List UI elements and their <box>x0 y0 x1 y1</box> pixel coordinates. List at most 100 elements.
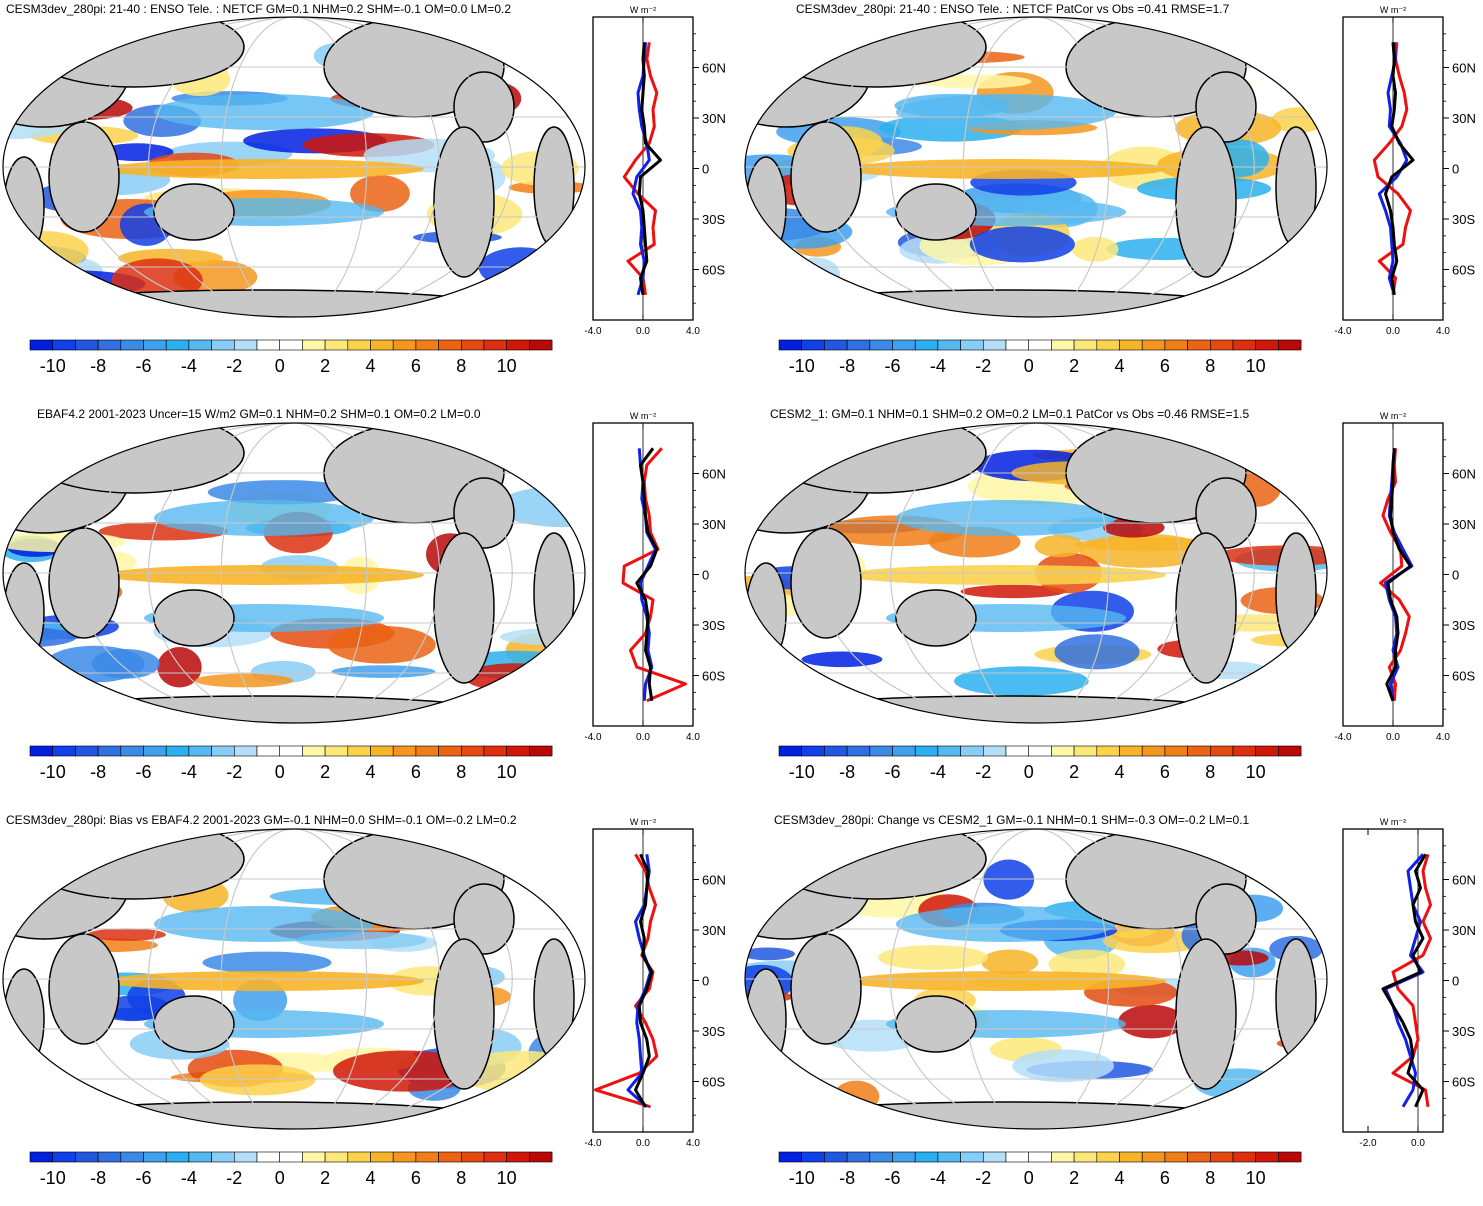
profile-x-label: 4.0 <box>686 1138 700 1149</box>
profile-lat-label: 60S <box>702 263 725 278</box>
colorbar-segment <box>892 1151 916 1163</box>
colorbar-segment <box>982 745 1007 757</box>
anomaly-contour <box>1054 634 1140 670</box>
zonal-profile: 60N 30N 0 30S 60S -4.0 0.0 4.0 W m⁻² <box>584 5 725 337</box>
land-mass <box>23 423 245 494</box>
colorbar-segment <box>302 745 326 757</box>
profile-line-black <box>635 447 659 702</box>
colorbar-tick-label: 0 <box>275 762 285 782</box>
colorbar-segment <box>347 1151 371 1163</box>
colorbar-segment <box>460 339 485 351</box>
map-panel <box>744 16 1328 318</box>
land-mass <box>533 938 575 1060</box>
map-content <box>745 17 1327 317</box>
panel-title: CESM3dev_280pi: Bias vs EBAF4.2 2001-202… <box>6 813 517 827</box>
profile-lat-label: 30N <box>1452 111 1476 126</box>
colorbar-segment <box>256 745 281 757</box>
colorbar: -10 -8 -6 -4 -2 0 2 4 6 8 10 <box>29 339 553 376</box>
colorbar-segment <box>824 339 848 351</box>
colorbar-tick-label: -8 <box>90 1168 106 1187</box>
profile-units: W m⁻² <box>630 5 656 15</box>
anomaly-contour <box>99 143 174 162</box>
colorbar-segment <box>914 1151 939 1163</box>
anomaly-contour <box>896 500 1116 536</box>
land-mass <box>453 883 515 955</box>
anomaly-contour <box>960 584 1066 599</box>
profile-lat-label: 0 <box>1452 162 1459 177</box>
anomaly-contour <box>878 945 989 970</box>
colorbar-segment <box>506 1151 530 1163</box>
anomaly-contour <box>896 94 1116 130</box>
colorbar-segment <box>1232 745 1257 757</box>
profile-lat-label: 30N <box>702 923 726 938</box>
colorbar-segment <box>279 745 303 757</box>
colorbar-tick-label: 10 <box>1246 356 1266 376</box>
profile-units: W m⁻² <box>630 411 656 421</box>
colorbar-segment <box>324 1151 349 1163</box>
graticule-meridian <box>817 829 1255 1129</box>
colorbar-segment <box>1051 1151 1075 1163</box>
land-mass <box>453 71 515 143</box>
profile-lat-label: 60N <box>702 61 726 76</box>
colorbar-tick-label: 8 <box>1205 762 1215 782</box>
profile-x-label: 4.0 <box>686 326 700 337</box>
colorbar-segment <box>120 339 144 351</box>
colorbar-tick-label: 4 <box>1114 356 1124 376</box>
colorbar-segment <box>982 1151 1007 1163</box>
anomaly-contour <box>202 951 332 974</box>
colorbar-segment <box>1119 339 1143 351</box>
colorbar-segment <box>778 339 803 351</box>
zonal-profile: 60N 30N 0 30S 60S -4.0 0.0 4.0 W m⁻² <box>1334 5 1475 337</box>
profile-units: W m⁻² <box>630 817 656 827</box>
colorbar-segment <box>529 339 553 351</box>
graticule-meridian <box>890 17 1182 317</box>
anomaly-contour <box>154 94 374 130</box>
colorbar-segment <box>1278 1151 1302 1163</box>
profile-lat-label: 30S <box>1452 1024 1475 1039</box>
colorbar-segment <box>1141 745 1166 757</box>
colorbar-segment <box>801 339 825 351</box>
colorbar-segment <box>778 1151 803 1163</box>
anomaly-contour <box>544 1070 585 1115</box>
colorbar-segment <box>1187 1151 1211 1163</box>
profile-line-red <box>1391 853 1432 1108</box>
colorbar-segment <box>234 1151 258 1163</box>
colorbar-segment <box>1164 339 1188 351</box>
land-mass <box>3 968 45 1070</box>
panel: EBAF4.2 2001-2023 Uncer=15 W/m2 GM=0.1 N… <box>0 405 741 800</box>
anomaly-contour <box>45 645 145 683</box>
colorbar-segment <box>529 1151 553 1163</box>
colorbar-tick-label: 0 <box>275 356 285 376</box>
profile-x-label: 4.0 <box>686 732 700 743</box>
colorbar-tick-label: 8 <box>1205 356 1215 376</box>
profile-lat-label: 60S <box>1452 669 1475 684</box>
colorbar-segment <box>392 745 417 757</box>
colorbar-segment <box>1051 339 1075 351</box>
colorbar-segment <box>937 339 961 351</box>
profile-x-label: 0.0 <box>1386 326 1400 337</box>
profile-lat-label: 30N <box>1452 923 1476 938</box>
colorbar-segment <box>506 339 530 351</box>
colorbar-segment <box>143 745 167 757</box>
colorbar-segment <box>1278 745 1302 757</box>
colorbar-segment <box>392 1151 417 1163</box>
colorbar-tick-label: 10 <box>1246 762 1266 782</box>
colorbar-segment <box>1255 1151 1279 1163</box>
colorbar-tick-label: 2 <box>320 356 330 376</box>
anomaly-contour <box>513 662 585 689</box>
land-mass <box>153 183 235 241</box>
panel: CESM3dev_280pi: Change vs CESM2_1 GM=-0.… <box>742 811 1483 1206</box>
colorbar-tick-label: 0 <box>275 1168 285 1187</box>
colorbar-segment <box>1073 745 1098 757</box>
anomaly-contour <box>745 840 836 879</box>
colorbar-segment <box>801 745 825 757</box>
colorbar-segment <box>1164 1151 1188 1163</box>
land-mass <box>745 156 787 258</box>
profile-x-label: 0.0 <box>636 732 650 743</box>
map-panel <box>2 16 586 318</box>
colorbar-tick-label: -10 <box>789 1168 815 1187</box>
land-mass <box>433 126 495 278</box>
colorbar-tick-label: 6 <box>1160 356 1170 376</box>
anomaly-contour <box>207 480 357 505</box>
colorbar-tick-label: -6 <box>884 762 900 782</box>
